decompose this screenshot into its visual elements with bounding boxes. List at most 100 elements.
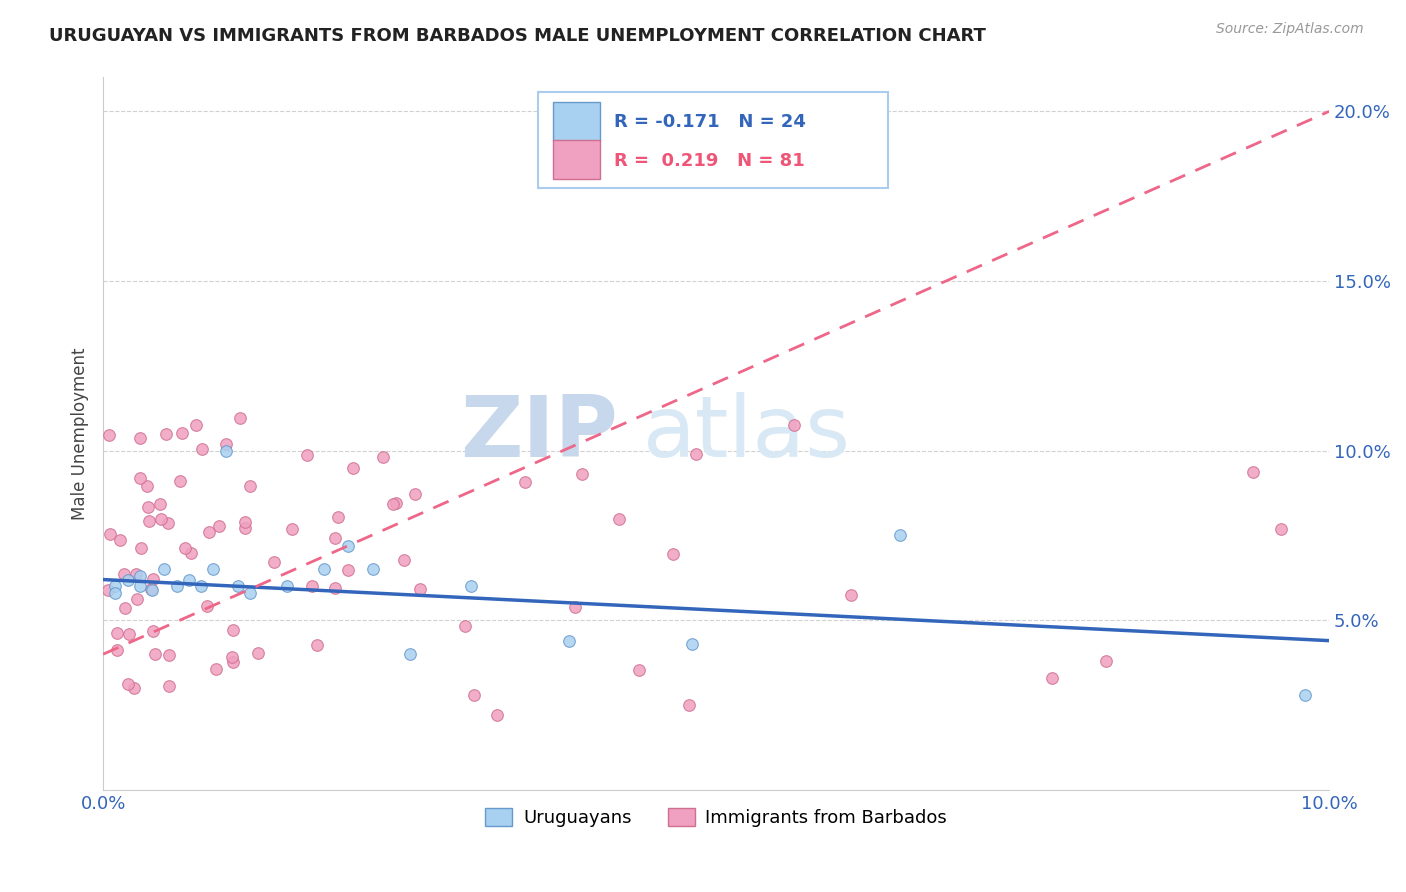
Point <box>1294 688 1316 702</box>
Point <box>104 586 127 600</box>
Point <box>392 553 415 567</box>
Point <box>169 474 191 488</box>
Point <box>125 591 148 606</box>
Point <box>385 496 408 510</box>
Point <box>301 578 323 592</box>
Point <box>1040 671 1063 685</box>
Point <box>839 588 862 602</box>
Point <box>382 497 405 511</box>
Point <box>627 663 650 677</box>
Point <box>558 633 581 648</box>
Point <box>263 555 285 569</box>
Point <box>409 582 432 596</box>
Point <box>371 450 394 465</box>
Point <box>129 569 152 583</box>
Point <box>513 475 536 489</box>
Point <box>129 541 152 556</box>
Point <box>105 643 128 657</box>
Point <box>97 582 120 597</box>
Point <box>128 471 150 485</box>
Point <box>486 708 509 723</box>
Point <box>222 623 245 637</box>
Point <box>681 637 703 651</box>
Point <box>186 417 208 432</box>
Point <box>312 562 335 576</box>
Point <box>214 437 236 451</box>
Point <box>149 497 172 511</box>
Point <box>571 467 593 481</box>
Point <box>361 562 384 576</box>
Point <box>157 679 180 693</box>
Point <box>337 563 360 577</box>
Point <box>141 582 163 597</box>
Point <box>198 525 221 540</box>
Text: URUGUAYAN VS IMMIGRANTS FROM BARBADOS MALE UNEMPLOYMENT CORRELATION CHART: URUGUAYAN VS IMMIGRANTS FROM BARBADOS MA… <box>49 27 986 45</box>
Point <box>685 447 707 461</box>
Point <box>1270 522 1292 536</box>
Point <box>783 418 806 433</box>
Point <box>112 566 135 581</box>
Point <box>247 646 270 660</box>
Point <box>157 648 180 663</box>
Point <box>105 626 128 640</box>
Point <box>889 528 911 542</box>
Point <box>398 647 420 661</box>
Point <box>221 649 243 664</box>
Point <box>117 677 139 691</box>
Point <box>195 599 218 613</box>
Point <box>305 638 328 652</box>
Point <box>153 562 176 576</box>
Point <box>114 601 136 615</box>
Y-axis label: Male Unemployment: Male Unemployment <box>72 347 89 520</box>
Point <box>177 573 200 587</box>
Point <box>138 514 160 528</box>
Point <box>239 479 262 493</box>
Point <box>280 522 302 536</box>
Point <box>155 427 177 442</box>
Text: Source: ZipAtlas.com: Source: ZipAtlas.com <box>1216 22 1364 37</box>
Point <box>117 573 139 587</box>
Text: R =  0.219   N = 81: R = 0.219 N = 81 <box>614 152 806 169</box>
Point <box>226 579 249 593</box>
Point <box>1241 465 1264 479</box>
Point <box>142 572 165 586</box>
Point <box>170 425 193 440</box>
Point <box>136 479 159 493</box>
Point <box>295 448 318 462</box>
Point <box>215 443 238 458</box>
Point <box>98 526 121 541</box>
Point <box>678 698 700 712</box>
Point <box>323 532 346 546</box>
Legend: Uruguayans, Immigrants from Barbados: Uruguayans, Immigrants from Barbados <box>478 800 955 834</box>
Point <box>157 516 180 530</box>
Point <box>204 662 226 676</box>
Text: atlas: atlas <box>643 392 851 475</box>
Point <box>124 567 146 582</box>
Point <box>129 579 152 593</box>
Point <box>208 518 231 533</box>
Point <box>142 624 165 639</box>
Point <box>202 562 225 576</box>
Point <box>118 626 141 640</box>
Point <box>239 586 262 600</box>
Point <box>454 619 477 633</box>
Text: R = -0.171   N = 24: R = -0.171 N = 24 <box>614 112 806 130</box>
Point <box>328 510 350 524</box>
Point <box>228 411 250 425</box>
Point <box>337 539 360 553</box>
Point <box>191 442 214 457</box>
Point <box>222 655 245 669</box>
Point <box>607 512 630 526</box>
Point <box>104 579 127 593</box>
Point <box>139 582 162 596</box>
Point <box>404 486 426 500</box>
Point <box>122 681 145 695</box>
Point <box>180 546 202 560</box>
Point <box>463 688 485 702</box>
Point <box>460 579 482 593</box>
Point <box>276 579 298 593</box>
Point <box>233 521 256 535</box>
Point <box>342 460 364 475</box>
Point <box>173 541 195 555</box>
Point <box>110 533 132 547</box>
